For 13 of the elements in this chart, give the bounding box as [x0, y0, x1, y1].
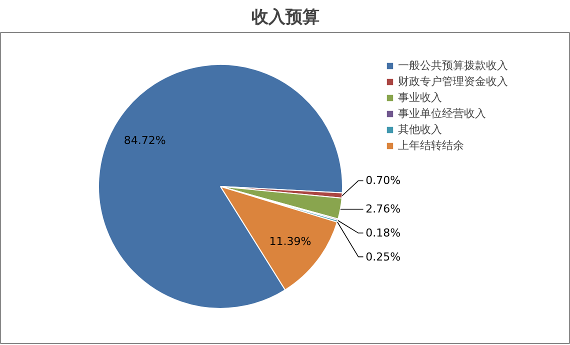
data-label: 0.25% [366, 250, 401, 264]
legend-label: 上年结转结余 [398, 138, 464, 153]
chart-title: 收入预算 [252, 8, 320, 28]
legend-label: 一般公共预算拨款收入 [398, 58, 508, 73]
data-label: 2.76% [366, 202, 401, 216]
legend-label: 财政专户管理资金收入 [398, 74, 508, 89]
legend-label: 事业收入 [398, 90, 442, 105]
data-label: 11.39% [269, 234, 312, 248]
legend-label: 事业单位经营收入 [398, 106, 486, 121]
legend-label: 其他收入 [398, 122, 442, 137]
data-label: 0.18% [366, 226, 401, 240]
data-label: 84.72% [124, 134, 166, 148]
data-label: 0.70% [366, 174, 401, 188]
